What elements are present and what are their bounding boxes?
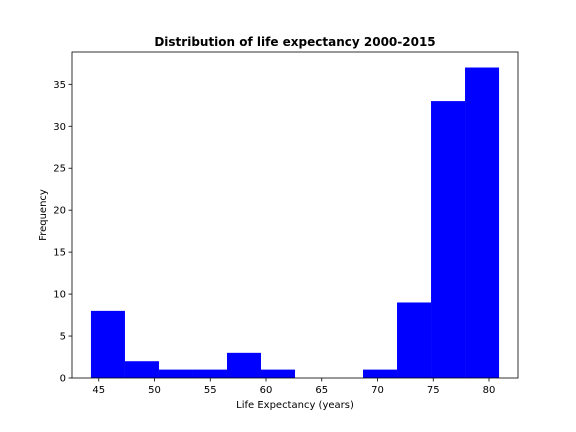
histogram-bar [431,101,466,378]
x-axis-label: Life Expectancy (years) [236,400,354,411]
y-tick-label: 15 [53,248,66,259]
y-ticks-group: 0 5 10 15 20 25 30 35 [53,80,72,385]
x-ticks-group: 45 50 55 60 65 70 75 80 [92,378,495,396]
y-tick-label: 10 [53,290,66,301]
x-tick-label: 55 [204,385,217,396]
x-tick-label: 65 [315,385,328,396]
bars-group [90,67,500,379]
histogram-bar [90,310,125,378]
chart-title: Distribution of life expectancy 2000-201… [154,35,435,49]
histogram-bar [465,67,500,379]
histogram-bar [158,369,193,378]
y-tick-label: 0 [60,374,66,385]
y-axis-label: Frequency [38,189,49,241]
histogram-bar [226,352,261,378]
y-tick-label: 30 [53,122,66,133]
y-tick-label: 25 [53,164,66,175]
histogram-bar [260,369,295,378]
x-tick-label: 50 [148,385,161,396]
plot-area: 45 50 55 60 65 70 75 80 0 5 10 15 20 25 30 35 [53,51,519,396]
y-tick-label: 35 [53,80,66,91]
histogram-bar [363,369,398,378]
x-tick-label: 60 [260,385,273,396]
histogram-bar [124,361,159,378]
histogram-bar [397,302,432,378]
x-tick-label: 75 [427,385,440,396]
y-tick-label: 20 [53,206,66,217]
x-tick-label: 70 [371,385,384,396]
plot-frame [71,51,519,379]
histogram-bar [192,369,227,378]
x-tick-label: 45 [92,385,105,396]
x-tick-label: 80 [483,385,496,396]
y-tick-label: 5 [60,332,66,343]
